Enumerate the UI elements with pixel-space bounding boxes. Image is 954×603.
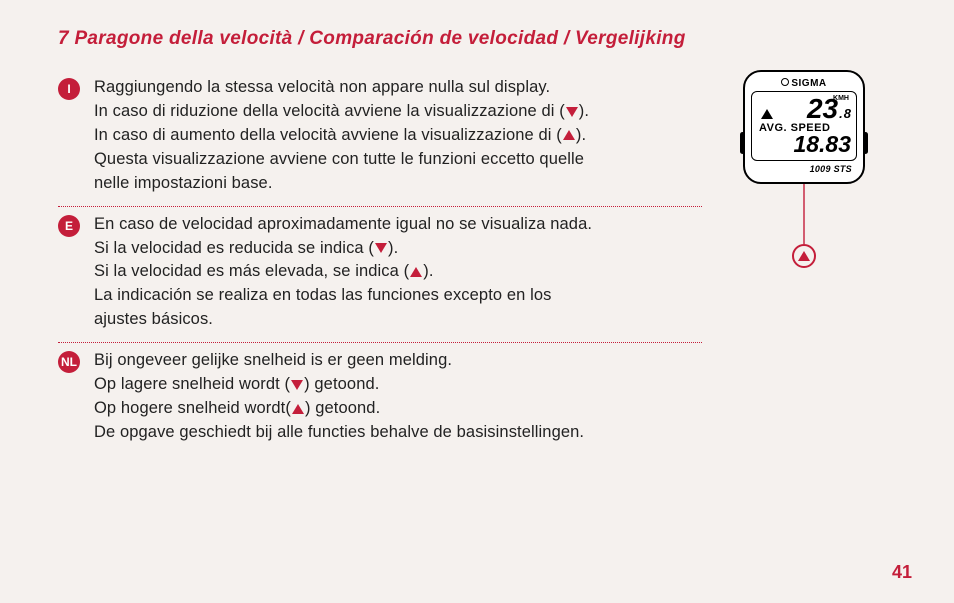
text-line: ).: [579, 102, 589, 120]
text-line: La indicación se realiza en todas las fu…: [94, 286, 551, 304]
language-badge: NL: [58, 351, 80, 373]
text-line: ajustes básicos.: [94, 310, 213, 328]
unit-label: KMH: [833, 96, 849, 102]
text-line: Si la velocidad es reducida se indica (: [94, 239, 374, 257]
content-area: I Raggiungendo la stessa velocità non app…: [58, 70, 914, 455]
callout-line-icon: [794, 184, 814, 244]
device-button-left: [740, 132, 745, 154]
speed-decimal-value: 8: [844, 108, 851, 120]
device-screen: KMH 23.8 AVG. SPEED 18.83: [751, 91, 857, 161]
paragraph: Raggiungendo la stessa velocità non appa…: [94, 76, 589, 196]
screen-speed-row: KMH 23.8: [757, 96, 851, 121]
language-badge: E: [58, 215, 80, 237]
text-line: De opgave geschiedt bij alle functies be…: [94, 423, 584, 441]
triangle-up-icon: [410, 267, 422, 277]
text-line: nelle impostazioni base.: [94, 174, 273, 192]
paragraph: Bij ongeveer gelijke snelheid is er geen…: [94, 349, 584, 445]
text-line: In caso di riduzione della velocità avvi…: [94, 102, 565, 120]
illustration-column: SIGMA KMH 23.8 AVG. SPEED 18.83 1009 STS: [724, 70, 884, 455]
language-badge: I: [58, 78, 80, 100]
device-illustration: SIGMA KMH 23.8 AVG. SPEED 18.83 1009 STS: [743, 70, 865, 268]
triangle-up-icon: [292, 404, 304, 414]
lang-block: E En caso de velocidad aproximadamente ig…: [58, 207, 702, 344]
triangle-down-icon: [291, 380, 303, 390]
text-line: Op lagere snelheid wordt (: [94, 375, 290, 393]
text-line: Op hogere snelheid wordt(: [94, 399, 291, 417]
manual-page: 7 Paragone della velocità / Comparación …: [0, 0, 954, 603]
triangle-down-icon: [566, 107, 578, 117]
text-line: ).: [576, 126, 586, 144]
page-number: 41: [892, 562, 912, 583]
device-button-right: [863, 132, 868, 154]
speed-decimal: .: [839, 108, 843, 120]
text-line: Questa visualizzazione avviene con tutte…: [94, 150, 584, 168]
text-column: I Raggiungendo la stessa velocità non app…: [58, 70, 702, 455]
device-model: 1009 STS: [751, 161, 857, 174]
text-line: Raggiungendo la stessa velocità non appa…: [94, 78, 550, 96]
triangle-up-icon: [798, 251, 810, 261]
sigma-logo-icon: [781, 78, 789, 86]
paragraph: En caso de velocidad aproximadamente igu…: [94, 213, 592, 333]
triangle-up-icon: [563, 130, 575, 140]
text-line: ) getoond.: [305, 399, 380, 417]
screen-avg-row: 18.83: [757, 134, 851, 156]
text-line: ).: [388, 239, 398, 257]
lang-block: NL Bij ongeveer gelijke snelheid is er ge…: [58, 343, 702, 455]
callout: [743, 184, 865, 268]
text-line: In caso di aumento della velocità avvien…: [94, 126, 562, 144]
section-title: 7 Paragone della velocità / Comparación …: [58, 28, 914, 50]
text-line: Bij ongeveer gelijke snelheid is er geen…: [94, 351, 452, 369]
text-line: ) getoond.: [304, 375, 379, 393]
device-brand: SIGMA: [751, 78, 857, 91]
text-line: ).: [423, 262, 433, 280]
comparison-arrow-icon: [760, 99, 774, 124]
lang-block: I Raggiungendo la stessa velocità non app…: [58, 70, 702, 207]
text-line: Si la velocidad es más elevada, se indic…: [94, 262, 409, 280]
text-line: En caso de velocidad aproximadamente igu…: [94, 215, 592, 233]
callout-circle: [792, 244, 816, 268]
brand-text: SIGMA: [791, 78, 826, 89]
device-body: SIGMA KMH 23.8 AVG. SPEED 18.83 1009 STS: [743, 70, 865, 184]
triangle-down-icon: [375, 243, 387, 253]
